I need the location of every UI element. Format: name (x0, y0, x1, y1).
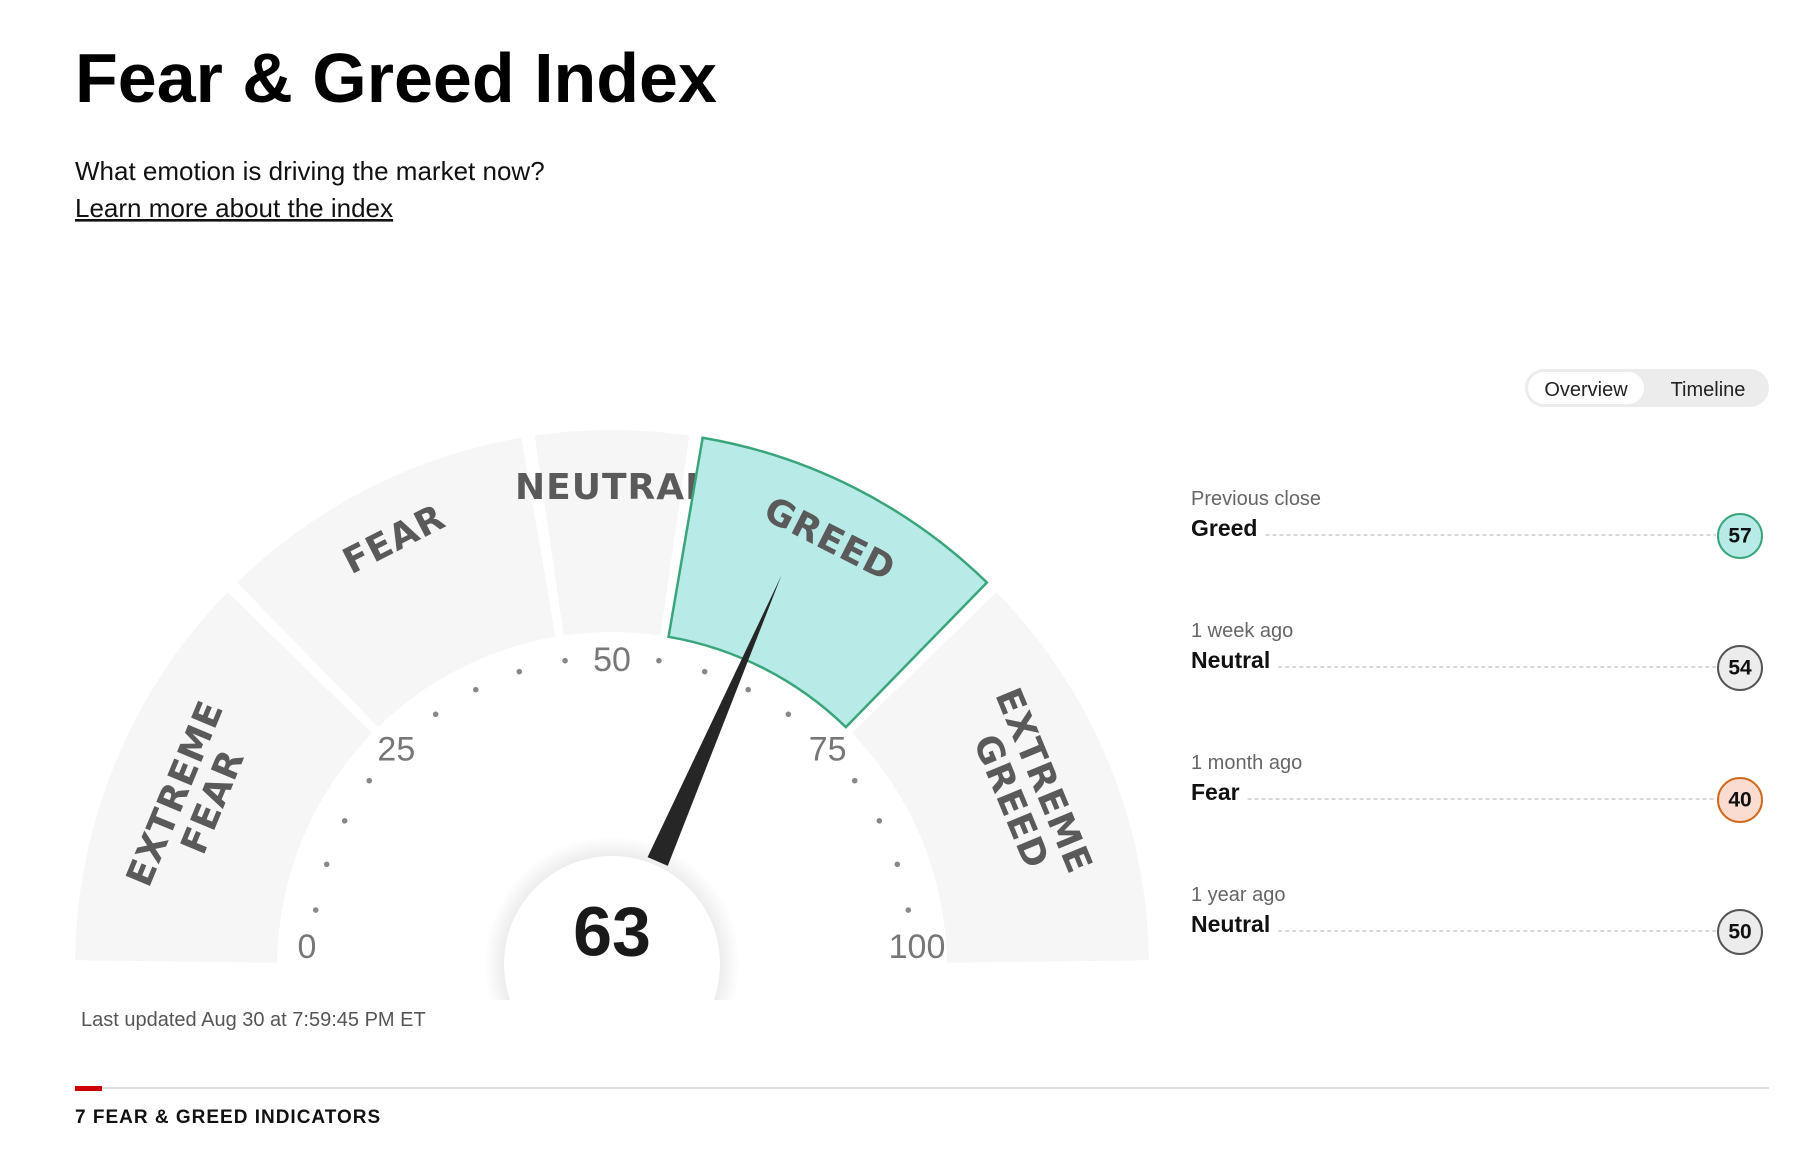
gauge-dot (562, 657, 568, 664)
toggle-option[interactable]: Overview (1544, 379, 1628, 401)
gauge-dot (323, 861, 330, 868)
gauge-dot (473, 686, 479, 693)
gauge-dot (516, 668, 523, 675)
history-rating: Neutral (1191, 647, 1270, 673)
section-accent (75, 1086, 102, 1091)
gauge-dot (905, 907, 912, 913)
hub (504, 856, 720, 1000)
learn-more-link[interactable]: Learn more about the index (75, 193, 393, 223)
gauge-dot (656, 657, 662, 664)
view-toggle: Overview Timeline (1525, 369, 1769, 407)
gauge-tick-label: 25 (377, 730, 415, 768)
history-rating: Greed (1191, 515, 1257, 541)
history-period: 1 year ago (1191, 884, 1286, 906)
history-value: 57 (1728, 525, 1751, 548)
gauge-value: 63 (573, 892, 651, 970)
gauge-dot (785, 711, 792, 718)
history-period: 1 week ago (1191, 620, 1293, 642)
history-period: Previous close (1191, 488, 1321, 510)
section-heading: 7 FEAR & GREED INDICATORS (75, 1107, 381, 1128)
toggle-option[interactable]: Timeline (1671, 379, 1746, 401)
history-badge (1717, 513, 1763, 559)
gauge-dot (312, 907, 319, 913)
gauge-segment (237, 437, 556, 728)
gauge-tick-label: 0 (298, 928, 317, 966)
gauge-dot (341, 818, 348, 824)
history-badge (1717, 909, 1763, 955)
gauge-segment (534, 430, 690, 636)
gauge-tick-label: 75 (809, 730, 847, 768)
gauge-dot (745, 686, 751, 693)
history-badge (1717, 645, 1763, 691)
segment-label: NEUTRAL (515, 467, 709, 508)
history-rating: Neutral (1191, 911, 1270, 937)
history-value: 54 (1728, 657, 1752, 680)
page-title: Fear & Greed Index (75, 39, 717, 117)
history-value: 50 (1728, 921, 1751, 944)
subtitle: What emotion is driving the market now? (75, 156, 545, 186)
gauge-dot (432, 711, 439, 718)
history-rating: Fear (1191, 779, 1240, 805)
toggle-active (1528, 372, 1644, 404)
gauge-dot (894, 861, 901, 868)
history-period: 1 month ago (1191, 752, 1302, 774)
gauge-dot (851, 777, 858, 784)
gauge-dot (366, 777, 373, 784)
gauge-tick-label: 50 (593, 641, 631, 679)
last-updated: Last updated Aug 30 at 7:59:45 PM ET (81, 1009, 426, 1031)
gauge-needle (647, 575, 782, 866)
gauge-dot (701, 668, 708, 675)
history-badge (1717, 777, 1763, 823)
gauge-segment (851, 592, 1149, 963)
history-panel: Previous close Greed 57 1 week ago Neutral 54… (1191, 488, 1763, 955)
history-value: 40 (1728, 789, 1751, 812)
gauge-dot (876, 818, 883, 824)
gauge-segment (75, 592, 373, 963)
gauge-tick-label: 100 (889, 928, 946, 966)
